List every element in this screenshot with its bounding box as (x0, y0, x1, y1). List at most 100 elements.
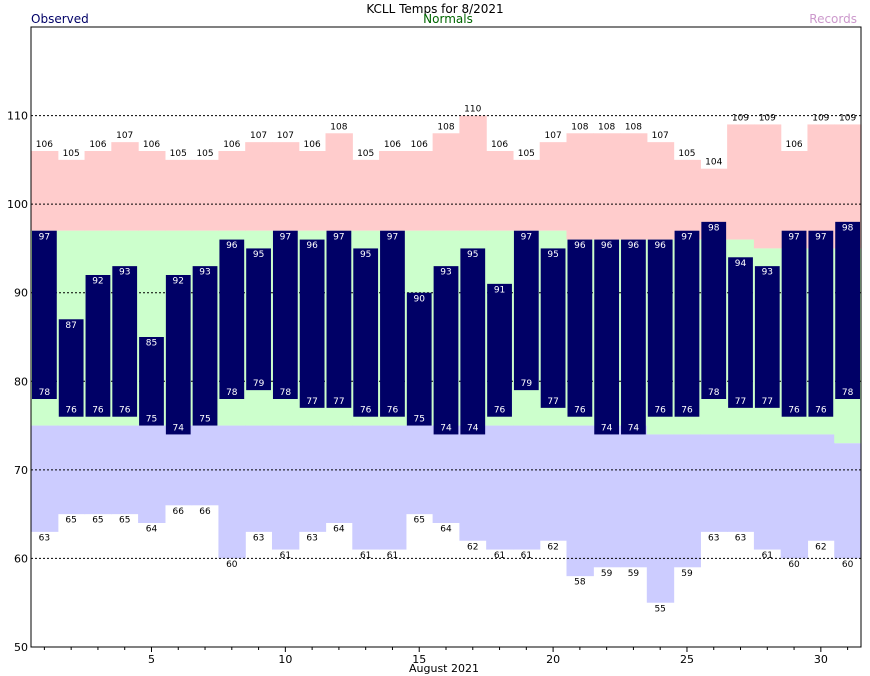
record-high-band (432, 133, 460, 231)
observed-high-label: 95 (360, 250, 371, 260)
record-high-label: 107 (545, 131, 562, 141)
record-high-label: 105 (63, 149, 80, 159)
record-low-band (218, 425, 246, 559)
record-low-band (459, 425, 487, 541)
observed-bar (781, 230, 807, 417)
record-high-label: 108 (571, 122, 588, 132)
y-tick-label: 50 (14, 641, 28, 654)
observed-bar (835, 221, 860, 399)
record-low-band (834, 443, 862, 559)
observed-high-label: 97 (387, 232, 398, 242)
record-low-label: 61 (494, 551, 505, 561)
record-low-band (245, 425, 273, 532)
record-high-label: 107 (277, 131, 294, 141)
record-high-label: 107 (652, 131, 669, 141)
record-high-band (325, 133, 353, 231)
observed-high-label: 92 (173, 277, 184, 287)
record-high-label: 106 (411, 140, 428, 150)
record-low-label: 64 (440, 525, 452, 535)
record-low-label: 63 (306, 533, 317, 543)
observed-bar (380, 230, 405, 417)
observed-high-label: 96 (226, 241, 238, 251)
observed-bar (808, 230, 834, 417)
observed-bar (246, 248, 271, 391)
record-high-label: 106 (304, 140, 321, 150)
record-low-band (191, 425, 220, 506)
observed-high-label: 97 (280, 232, 291, 242)
record-high-label: 106 (36, 140, 53, 150)
record-high-label: 109 (759, 113, 776, 123)
observed-high-label: 96 (601, 241, 613, 251)
observed-bar (594, 239, 620, 435)
observed-high-label: 87 (65, 321, 76, 331)
observed-high-label: 97 (333, 232, 344, 242)
observed-bar (272, 230, 298, 399)
record-high-band (673, 159, 701, 240)
observed-low-label: 77 (306, 397, 317, 407)
record-low-band (379, 425, 407, 550)
observed-bar (433, 266, 459, 435)
record-high-band (646, 142, 675, 240)
record-low-band (727, 434, 755, 532)
observed-low-label: 76 (119, 406, 131, 416)
record-high-band (807, 124, 835, 249)
record-high-label: 107 (116, 131, 133, 141)
record-low-label: 62 (547, 542, 558, 552)
record-high-band (566, 133, 594, 240)
observed-high-label: 92 (92, 277, 103, 287)
observed-bar (621, 239, 646, 435)
observed-bar (165, 275, 191, 435)
observed-low-label: 76 (788, 406, 800, 416)
record-low-band (271, 425, 300, 550)
record-high-band (138, 151, 166, 231)
observed-high-label: 96 (306, 241, 318, 251)
record-low-label: 63 (735, 533, 746, 543)
observed-low-label: 76 (387, 406, 399, 416)
record-low-label: 60 (788, 560, 800, 570)
record-high-band (486, 151, 514, 231)
record-high-band (727, 124, 755, 240)
record-high-band (512, 159, 541, 231)
observed-low-label: 77 (762, 397, 773, 407)
observed-low-label: 74 (467, 423, 479, 433)
observed-high-label: 96 (654, 241, 666, 251)
observed-bar (567, 239, 593, 417)
record-high-label: 107 (250, 131, 267, 141)
observed-bar (32, 230, 57, 399)
record-high-label: 105 (170, 149, 187, 159)
record-low-label: 63 (39, 533, 50, 543)
record-low-band (298, 425, 327, 532)
record-low-label: 62 (815, 542, 826, 552)
observed-bar (219, 239, 245, 399)
observed-low-label: 75 (413, 415, 424, 425)
x-tick-label: 5 (148, 653, 155, 666)
observed-high-label: 97 (815, 232, 826, 242)
record-low-band (646, 434, 675, 603)
observed-low-label: 74 (628, 423, 640, 433)
observed-low-label: 76 (92, 406, 104, 416)
observed-bar (58, 319, 84, 417)
record-low-label: 65 (413, 516, 424, 526)
observed-bar (540, 248, 566, 408)
observed-bar (192, 266, 218, 426)
x-tick-label: 10 (278, 653, 292, 666)
observed-high-label: 95 (467, 250, 478, 260)
record-low-label: 59 (601, 569, 613, 579)
observed-bar (112, 266, 138, 417)
observed-high-label: 91 (494, 285, 505, 295)
observed-bar (701, 221, 727, 399)
record-high-band (379, 151, 407, 231)
observed-bar (647, 239, 673, 417)
observed-high-label: 93 (440, 268, 451, 278)
axis-layer: 50 60 70 80 90 100 110 5 10 15 20 25 30 (7, 110, 849, 666)
record-low-band (512, 425, 541, 550)
observed-low-label: 79 (253, 379, 265, 389)
x-tick-label: 20 (546, 653, 560, 666)
record-high-label: 106 (223, 140, 240, 150)
record-low-label: 61 (387, 551, 398, 561)
observed-low-label: 77 (333, 397, 344, 407)
record-low-band (352, 425, 380, 550)
observed-high-label: 97 (39, 232, 50, 242)
record-low-label: 60 (226, 560, 238, 570)
